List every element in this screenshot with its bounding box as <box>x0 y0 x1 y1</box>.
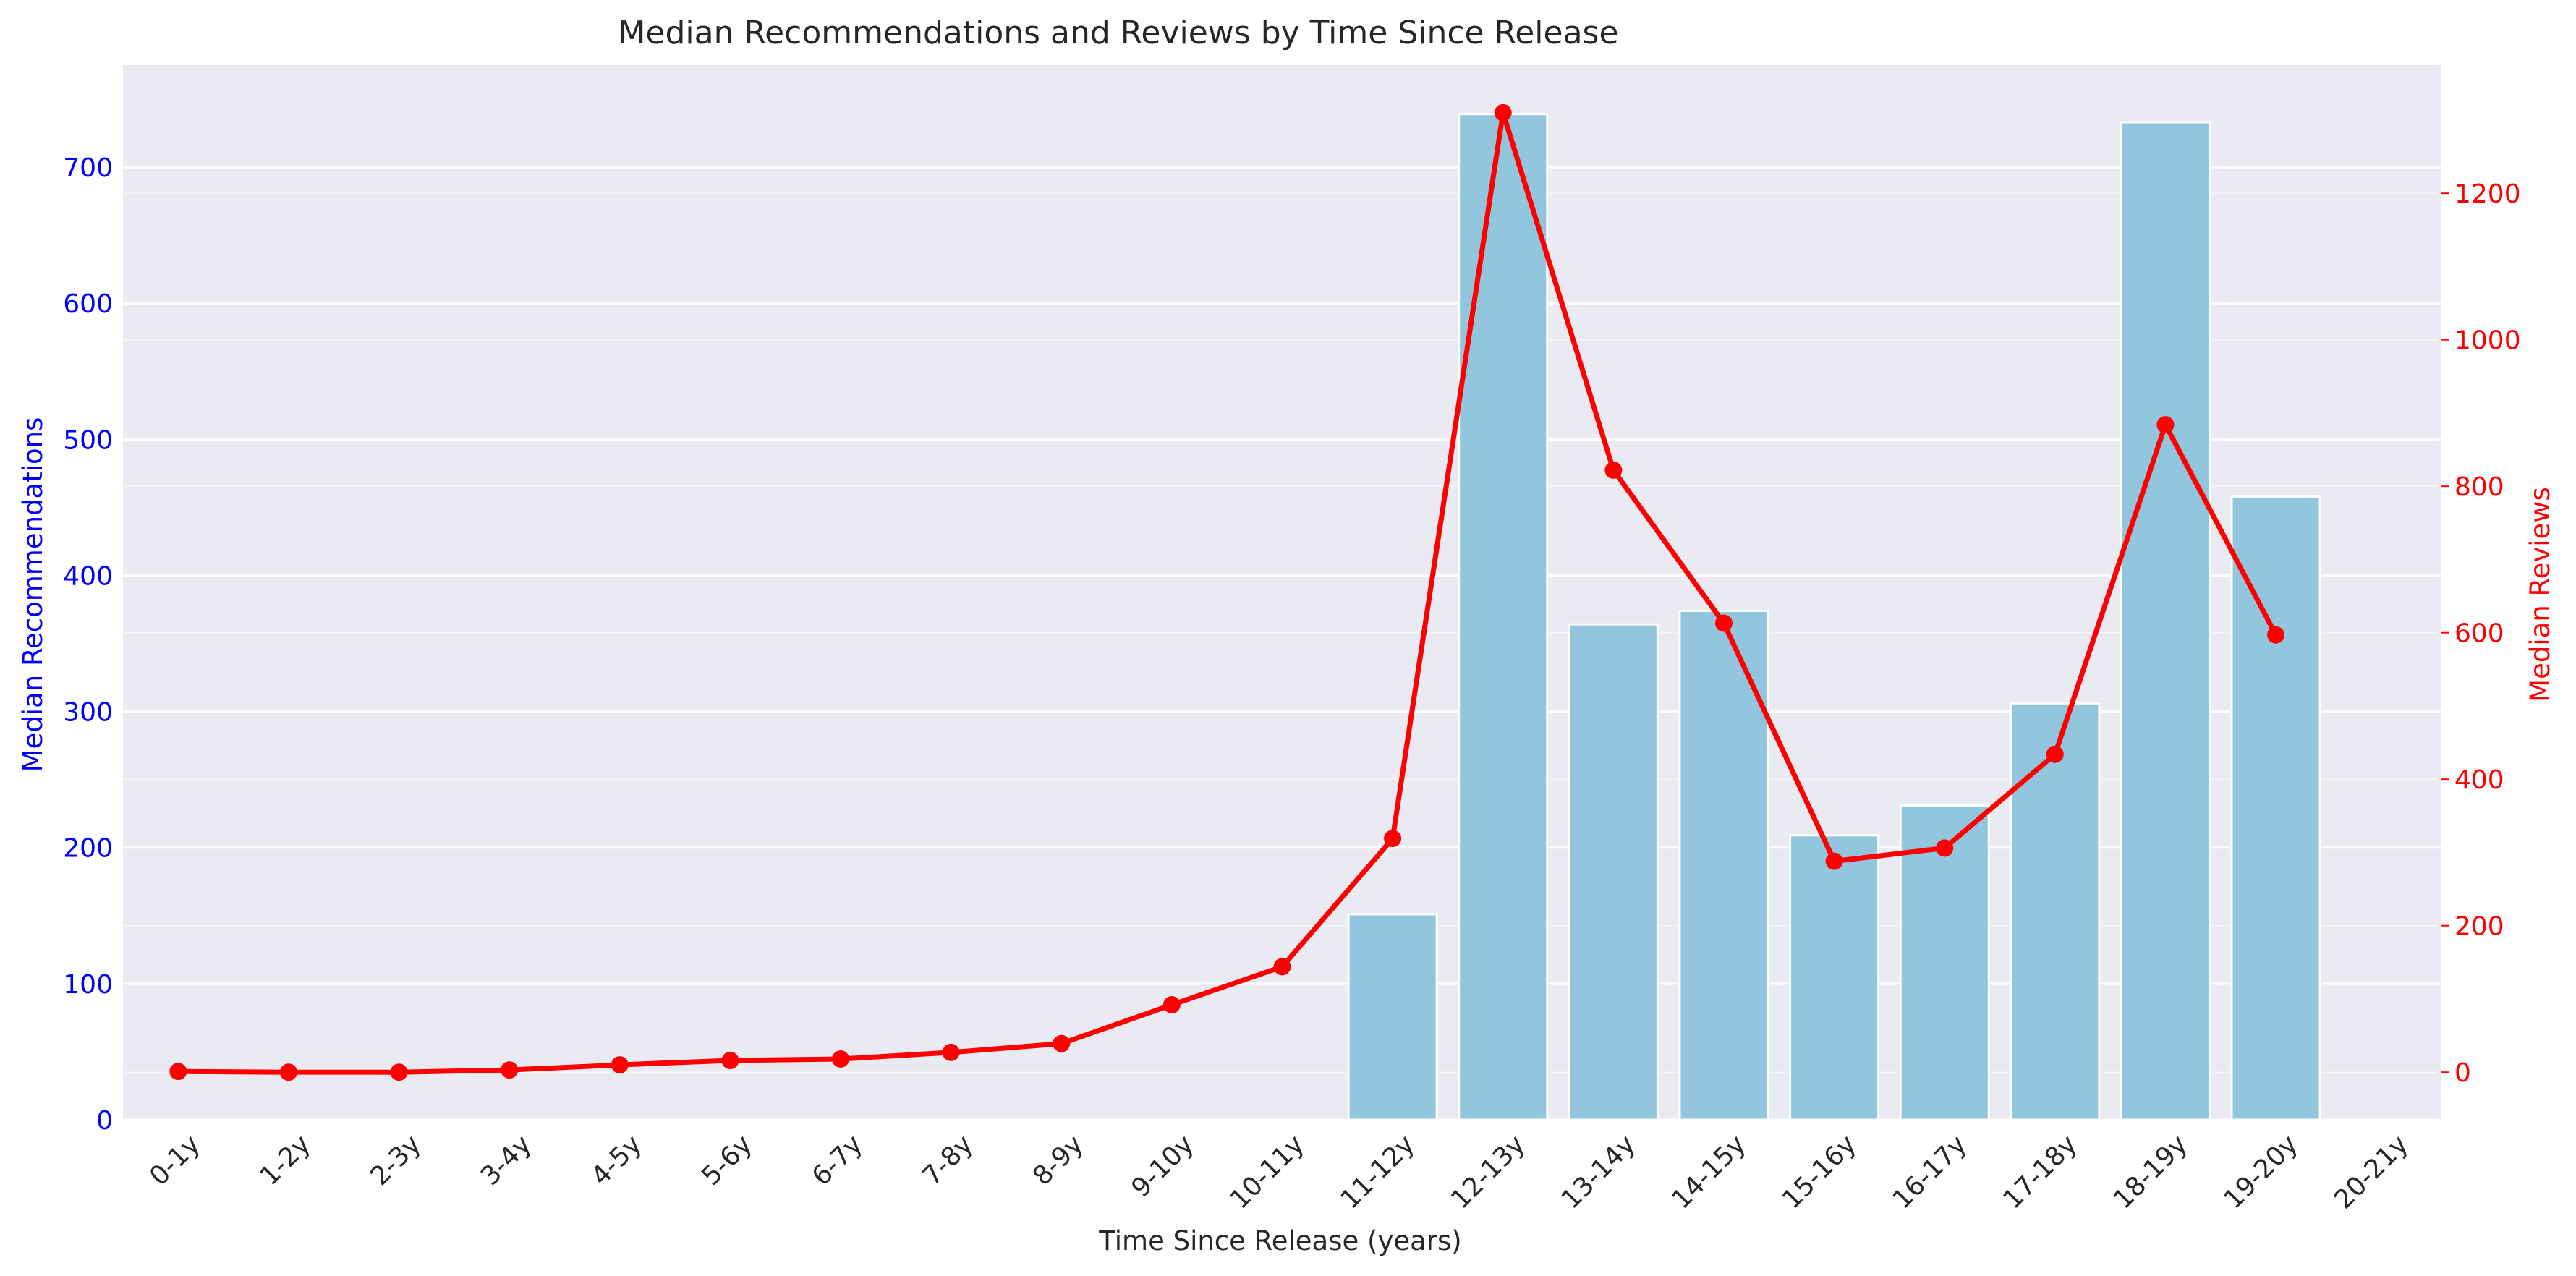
reviews-point <box>942 1043 960 1061</box>
x-tick-label: 12-13y <box>1445 1129 1531 1215</box>
reviews-point <box>1714 614 1733 632</box>
x-tick-label: 8-9y <box>1027 1129 1089 1191</box>
x-tick-label: 3-4y <box>475 1129 537 1191</box>
reviews-point <box>1936 839 1954 857</box>
bar <box>2010 702 2101 1121</box>
x-tick-label: 14-15y <box>1666 1129 1751 1215</box>
reviews-point <box>1384 830 1402 848</box>
x-tick-label: 2-3y <box>365 1129 427 1191</box>
left-axis-ticks: 0 100 200 300 400 500 600 700 <box>63 153 113 1136</box>
reviews-point <box>169 1063 187 1081</box>
x-tick-label: 19-20y <box>2219 1129 2304 1215</box>
reviews-point <box>2046 745 2064 763</box>
line-series <box>169 103 2285 1081</box>
bar-series <box>1347 113 2321 1121</box>
bar <box>1789 834 1880 1121</box>
right-tick-label: 800 <box>2454 472 2504 502</box>
x-tick-label: 17-18y <box>1997 1129 2083 1215</box>
x-tick-label: 9-10y <box>1126 1129 1200 1203</box>
left-tick-label: 200 <box>63 834 113 864</box>
reviews-point <box>1273 958 1291 976</box>
reviews-point <box>1604 461 1623 479</box>
x-tick-label: 10-11y <box>1225 1129 1310 1215</box>
x-tick-label: 15-16y <box>1777 1129 1862 1215</box>
x-tick-label: 1-2y <box>255 1129 317 1191</box>
reviews-point <box>611 1056 629 1074</box>
left-tick-label: 500 <box>63 425 113 455</box>
reviews-point <box>832 1050 850 1068</box>
reviews-point <box>390 1063 408 1081</box>
right-axis-ticks: 0 200 400 600 800 1000 1200 <box>2441 179 2521 1088</box>
x-tick-label: 16-17y <box>1887 1129 1973 1215</box>
x-tick-label: 11-12y <box>1335 1129 1421 1215</box>
reviews-point <box>1053 1034 1071 1052</box>
chart-title: Median Recommendations and Reviews by Ti… <box>618 14 1618 51</box>
bar <box>1568 623 1659 1121</box>
reviews-point <box>1162 996 1181 1014</box>
x-tick-label: 6-7y <box>807 1129 869 1191</box>
x-tick-label: 7-8y <box>917 1129 979 1191</box>
left-tick-label: 0 <box>96 1106 113 1136</box>
right-tick-label: 600 <box>2454 619 2504 649</box>
bar <box>1678 609 1769 1121</box>
reviews-line <box>178 110 2279 1075</box>
right-tick-label: 1200 <box>2454 179 2521 209</box>
bar <box>1458 113 1549 1121</box>
bar <box>2230 495 2321 1121</box>
x-tick-label: 18-19y <box>2108 1129 2193 1215</box>
reviews-point <box>721 1051 739 1069</box>
reviews-point <box>2267 626 2285 644</box>
right-tick-label: 0 <box>2454 1058 2471 1088</box>
left-gridlines <box>123 166 2441 1121</box>
left-tick-label: 700 <box>63 153 113 183</box>
reviews-point <box>279 1063 297 1081</box>
left-axis-label: Median Recommendations <box>17 417 48 773</box>
x-tick-label: 5-6y <box>696 1129 758 1191</box>
left-tick-label: 100 <box>63 970 113 1000</box>
x-tick-label: 4-5y <box>586 1129 648 1191</box>
reviews-point <box>1825 852 1843 870</box>
reviews-point <box>1494 103 1512 122</box>
right-tick-label: 400 <box>2454 765 2504 795</box>
right-tick-label: 200 <box>2454 912 2504 942</box>
left-tick-label: 300 <box>63 698 113 728</box>
bar <box>2120 121 2211 1121</box>
right-tick-label: 1000 <box>2454 326 2521 356</box>
left-tick-label: 600 <box>63 289 113 319</box>
x-tick-label: 13-14y <box>1556 1129 1641 1215</box>
right-axis-label: Median Reviews <box>2525 487 2556 702</box>
x-tick-label: 0-1y <box>144 1129 206 1191</box>
bar <box>1347 913 1438 1121</box>
left-tick-label: 400 <box>63 561 113 591</box>
reviews-point <box>2156 416 2175 434</box>
x-axis-label: Time Since Release (years) <box>1098 1225 1461 1256</box>
x-tick-label: 20-21y <box>2329 1129 2414 1215</box>
x-axis-ticks: 0-1y 1-2y 2-3y 3-4y 4-5y 5-6y 6-7y 7-8y 8-9y 9-10… <box>144 1129 2414 1215</box>
reviews-point <box>501 1061 519 1079</box>
bar <box>1899 804 1990 1121</box>
